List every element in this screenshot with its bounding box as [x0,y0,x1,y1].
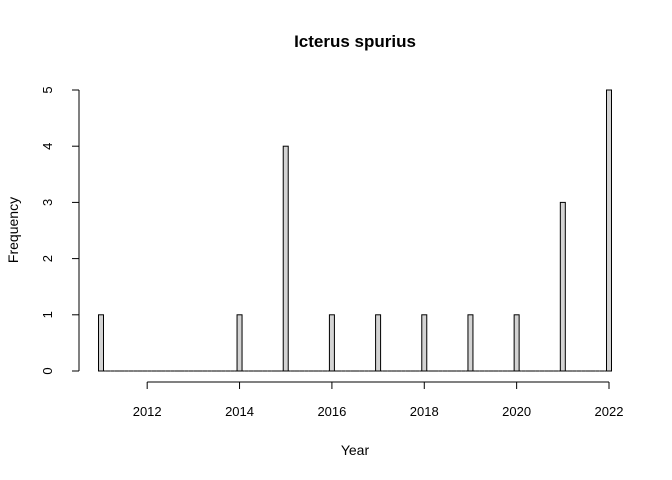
bar [467,314,474,372]
bar [513,314,520,372]
x-axis-label: Year [341,442,370,458]
y-tick-label: 4 [40,143,55,150]
x-tick-label: 2022 [595,404,624,419]
x-tick-label: 2012 [133,404,162,419]
y-tick-label: 5 [40,86,55,93]
bar [98,314,104,372]
x-tick-label: 2014 [225,404,254,419]
bar [236,314,243,372]
x-axis: 2012 2014 2016 2018 2020 2022 [133,381,624,419]
bar [606,89,612,372]
chart-title: Icterus spurius [294,32,416,51]
x-tick-label: 2018 [410,404,439,419]
bar [328,314,335,372]
y-axis-label: Frequency [5,197,21,263]
bar [375,314,382,372]
y-tick-label: 1 [40,311,55,318]
y-tick-label: 0 [40,367,55,374]
bar-series [98,89,612,372]
y-tick-label: 2 [40,255,55,262]
bar [559,201,566,372]
x-tick-label: 2016 [317,404,346,419]
x-tick-label: 2020 [502,404,531,419]
y-axis: 0 1 2 3 4 5 [40,86,80,375]
bar [282,145,289,372]
bar [421,314,428,372]
y-tick-label: 3 [40,199,55,206]
